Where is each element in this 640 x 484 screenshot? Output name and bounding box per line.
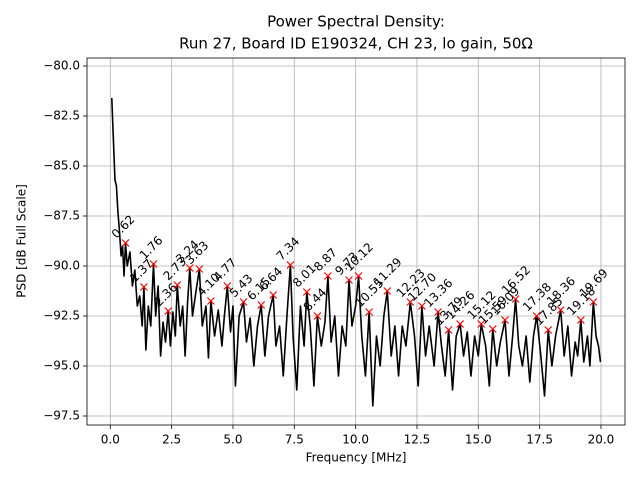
y-tick-label: −82.5 bbox=[43, 109, 80, 123]
y-tick-label: −97.5 bbox=[43, 409, 80, 423]
x-tick-label: 0.0 bbox=[101, 433, 120, 447]
peak-marker bbox=[239, 298, 248, 306]
peak-marker bbox=[556, 306, 565, 314]
peak-marker bbox=[511, 295, 520, 303]
x-tick-label: 2.5 bbox=[162, 433, 181, 447]
peak-label: 4.77 bbox=[211, 255, 240, 284]
x-tick-label: 17.5 bbox=[526, 433, 553, 447]
peak-marker bbox=[354, 272, 363, 280]
peak-marker bbox=[257, 301, 266, 309]
y-tick-label: −92.5 bbox=[43, 309, 80, 323]
x-tick-label: 5.0 bbox=[223, 433, 242, 447]
peak-marker bbox=[488, 325, 497, 333]
y-tick-label: −85.0 bbox=[43, 159, 80, 173]
y-tick-label: −90.0 bbox=[43, 259, 80, 273]
peak-marker bbox=[173, 281, 182, 289]
chart-subtitle: Run 27, Board ID E190324, CH 23, lo gain… bbox=[179, 35, 533, 53]
x-tick-label: 15.0 bbox=[465, 433, 492, 447]
peak-marker bbox=[417, 302, 426, 310]
line-series bbox=[110, 97, 602, 407]
peak-marker bbox=[383, 287, 392, 295]
peak-marker bbox=[195, 265, 204, 273]
peak-marker bbox=[164, 307, 173, 315]
peak-marker bbox=[139, 283, 148, 291]
chart-title: Power Spectral Density: bbox=[267, 13, 445, 31]
peak-marker bbox=[286, 261, 295, 269]
peak-label: 1.76 bbox=[137, 233, 166, 262]
peak-marker bbox=[444, 326, 453, 334]
plot-frame bbox=[86, 57, 626, 426]
peak-marker bbox=[477, 320, 486, 328]
peak-marker bbox=[456, 320, 465, 328]
peak-marker bbox=[589, 298, 598, 306]
peak-marker bbox=[185, 264, 194, 272]
x-axis-label: Frequency [MHz] bbox=[306, 451, 407, 465]
y-axis-label: PSD [dB Full Scale] bbox=[15, 184, 29, 298]
peak-marker bbox=[434, 308, 442, 316]
peak-label: 6.64 bbox=[256, 264, 285, 293]
peak-marker bbox=[223, 282, 232, 290]
peak-label: 1.37 bbox=[127, 256, 156, 285]
peak-marker bbox=[532, 312, 541, 320]
y-tick-label: −87.5 bbox=[43, 209, 80, 223]
peak-marker bbox=[345, 276, 353, 284]
y-tick-label: −80.0 bbox=[43, 59, 80, 73]
peak-marker bbox=[406, 298, 415, 306]
peak-marker bbox=[149, 260, 158, 268]
x-tick-label: 10.0 bbox=[342, 433, 369, 447]
peak-label: 7.34 bbox=[274, 234, 303, 263]
peak-marker bbox=[206, 297, 215, 305]
peak-marker bbox=[302, 288, 311, 296]
peak-marker bbox=[501, 316, 509, 324]
peak-marker bbox=[576, 316, 585, 324]
y-tick-label: −95.0 bbox=[43, 359, 80, 373]
x-tick-label: 7.5 bbox=[285, 433, 304, 447]
peak-marker bbox=[313, 312, 322, 320]
peak-label: 0.62 bbox=[109, 212, 138, 241]
x-tick-label: 20.0 bbox=[588, 433, 615, 447]
peak-marker bbox=[544, 326, 553, 334]
peak-marker bbox=[121, 239, 130, 247]
x-tick-label: 12.5 bbox=[404, 433, 431, 447]
peak-marker bbox=[269, 291, 278, 299]
peak-marker bbox=[323, 272, 332, 280]
peak-marker bbox=[365, 308, 374, 316]
